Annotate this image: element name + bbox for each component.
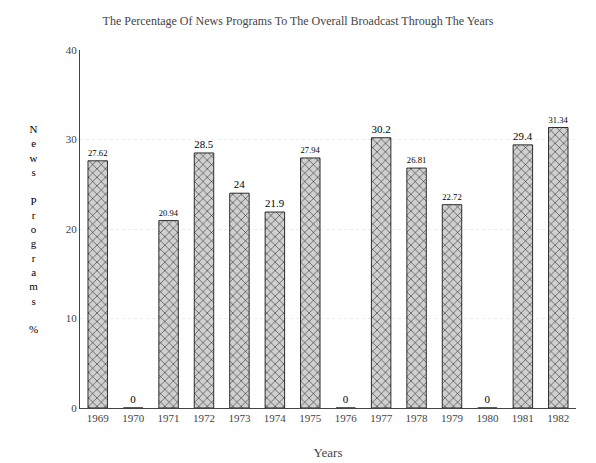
- svg-text:The Percentage Of News Program: The Percentage Of News Programs To The O…: [103, 14, 494, 28]
- svg-text:40: 40: [66, 44, 78, 56]
- svg-text:1971: 1971: [158, 412, 180, 424]
- svg-text:20: 20: [66, 223, 78, 235]
- svg-text:10: 10: [66, 312, 78, 324]
- svg-text:Years: Years: [313, 445, 342, 460]
- svg-text:1978: 1978: [406, 412, 429, 424]
- svg-text:1974: 1974: [264, 412, 287, 424]
- svg-text:1977: 1977: [370, 412, 393, 424]
- svg-text:1969: 1969: [87, 412, 110, 424]
- svg-text:22.72: 22.72: [442, 192, 461, 202]
- svg-text:0: 0: [71, 402, 77, 414]
- svg-text:1981: 1981: [512, 412, 534, 424]
- svg-text:21.9: 21.9: [265, 197, 284, 209]
- svg-text:News Programs %: News Programs %: [29, 123, 38, 335]
- svg-text:0: 0: [484, 393, 490, 405]
- svg-text:20.94: 20.94: [159, 208, 179, 218]
- svg-text:1982: 1982: [547, 412, 569, 424]
- svg-text:26.81: 26.81: [407, 155, 426, 165]
- svg-text:1972: 1972: [193, 412, 215, 424]
- svg-text:1975: 1975: [299, 412, 322, 424]
- svg-text:30.2: 30.2: [372, 123, 391, 135]
- svg-text:1973: 1973: [228, 412, 251, 424]
- svg-text:1970: 1970: [122, 412, 145, 424]
- svg-text:27.94: 27.94: [301, 145, 321, 155]
- svg-text:29.4: 29.4: [513, 130, 533, 142]
- svg-text:0: 0: [130, 393, 136, 405]
- svg-text:31.34: 31.34: [549, 115, 569, 125]
- svg-text:1976: 1976: [335, 412, 358, 424]
- svg-text:1980: 1980: [476, 412, 499, 424]
- svg-text:28.5: 28.5: [194, 138, 213, 150]
- svg-text:24: 24: [234, 178, 246, 190]
- svg-text:0: 0: [343, 393, 349, 405]
- svg-text:1979: 1979: [441, 412, 464, 424]
- svg-text:27.62: 27.62: [88, 148, 107, 158]
- svg-text:30: 30: [66, 133, 78, 145]
